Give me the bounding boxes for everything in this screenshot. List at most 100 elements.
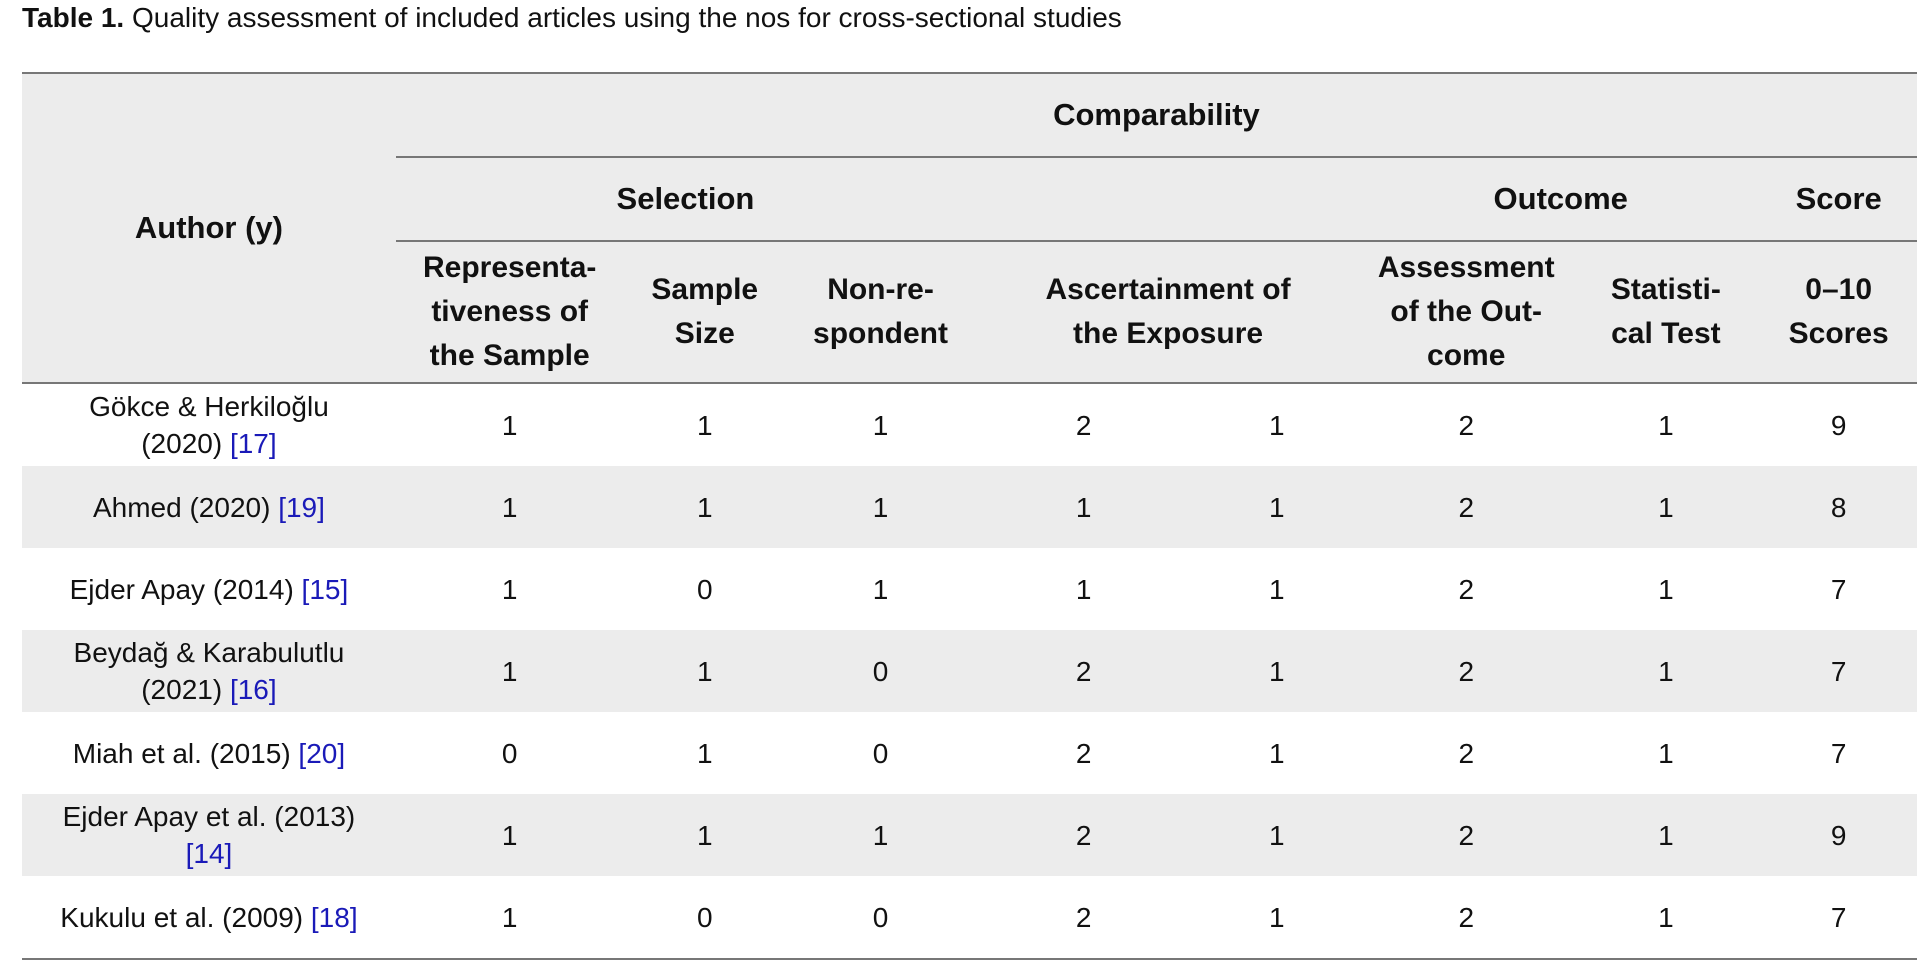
cell-non-respondent: 1 bbox=[872, 409, 889, 441]
header-non-respondent: Non-re-spondent bbox=[786, 240, 975, 384]
author-name: Ejder Apay et al. (2013) bbox=[62, 801, 356, 832]
cell-ascertainment-b: 1 bbox=[1268, 737, 1285, 769]
table-caption: Table 1. Quality assessment of included … bbox=[22, 0, 1122, 36]
cell-representativeness: 1 bbox=[395, 876, 624, 960]
cell-representativeness: 1 bbox=[501, 819, 518, 851]
table-row: Ahmed (2020) [19] 1 1 1 1 1 2 1 8 bbox=[22, 466, 1917, 548]
cell-non-respondent: 0 bbox=[872, 655, 889, 687]
cell-non-respondent: 0 bbox=[872, 737, 889, 769]
author-cell: Miah et al. (2015) [20] bbox=[22, 712, 396, 794]
cell-assessment-outcome: 2 bbox=[1458, 491, 1475, 523]
author-cell: Ejder Apay et al. (2013) [14] bbox=[22, 794, 396, 876]
table-row: Miah et al. (2015) [20] 0 1 0 2 1 2 1 7 bbox=[22, 712, 1917, 794]
cell-ascertainment-a: 2 bbox=[1075, 409, 1092, 441]
cell-score: 8 bbox=[1830, 491, 1847, 523]
author-name: Ahmed (2020) bbox=[92, 491, 271, 523]
reference-link[interactable]: [15] bbox=[301, 573, 349, 605]
header-author: Author (y) bbox=[22, 72, 396, 384]
table-header: Author (y) Comparability Selection Outco… bbox=[22, 72, 1917, 384]
cell-ascertainment-a: 1 bbox=[1075, 573, 1092, 605]
header-ascertainment-exposure: Ascertainment of the Exposure bbox=[975, 240, 1362, 384]
reference-link[interactable]: [17] bbox=[229, 428, 277, 459]
cell-sample-size: 1 bbox=[696, 819, 713, 851]
cell-representativeness: 1 bbox=[501, 491, 518, 523]
cell-ascertainment-a: 2 bbox=[1075, 737, 1092, 769]
header-sample-size: Sample Size bbox=[623, 240, 787, 384]
cell-score: 7 bbox=[1830, 573, 1847, 605]
author-cell: Ahmed (2020) [19] bbox=[22, 466, 396, 548]
cell-non-respondent: 0 bbox=[786, 876, 975, 960]
table-row: Kukulu et al. (2009) [18] 1 0 0 2 1 2 1 … bbox=[22, 876, 1917, 960]
table-row: Gökce & Herkiloğlu (2020) [17] 1 1 1 2 1 … bbox=[22, 383, 1917, 466]
author-name: Kukulu et al. (2009) bbox=[60, 901, 304, 933]
cell-assessment-outcome: 2 bbox=[1458, 573, 1475, 605]
cell-ascertainment-a: 2 bbox=[1075, 655, 1092, 687]
author-cell: Gökce & Herkiloğlu (2020) [17] bbox=[89, 391, 329, 459]
cell-representativeness: 1 bbox=[501, 409, 518, 441]
cell-ascertainment-a: 1 bbox=[1075, 491, 1092, 523]
cell-sample-size: 0 bbox=[696, 573, 713, 605]
cell-non-respondent: 1 bbox=[872, 491, 889, 523]
cell-assessment-outcome: 2 bbox=[1361, 876, 1572, 960]
cell-sample-size: 1 bbox=[696, 655, 713, 687]
cell-statistical-test: 1 bbox=[1658, 737, 1674, 769]
cell-sample-size: 1 bbox=[696, 737, 713, 769]
header-score: Score bbox=[1760, 156, 1917, 241]
cell-score: 9 bbox=[1830, 819, 1847, 851]
header-comparability: Comparability bbox=[395, 72, 1917, 157]
header-assessment-outcome: Assessment of the Out-come bbox=[1361, 240, 1572, 384]
cell-representativeness: 1 bbox=[501, 573, 518, 605]
cell-representativeness: 0 bbox=[501, 737, 518, 769]
cell-statistical-test: 1 bbox=[1658, 819, 1674, 851]
header-statistical-test: Statisti-cal Test bbox=[1571, 240, 1761, 384]
cell-non-respondent: 1 bbox=[872, 819, 889, 851]
cell-non-respondent: 1 bbox=[872, 573, 889, 605]
cell-statistical-test: 1 bbox=[1571, 876, 1761, 960]
cell-assessment-outcome: 2 bbox=[1458, 737, 1475, 769]
cell-sample-size: 0 bbox=[623, 876, 787, 960]
cell-ascertainment-a: 2 bbox=[975, 876, 1193, 960]
cell-ascertainment-b: 1 bbox=[1268, 819, 1285, 851]
cell-score: 9 bbox=[1830, 409, 1847, 441]
cell-representativeness: 1 bbox=[501, 655, 518, 687]
cell-statistical-test: 1 bbox=[1658, 491, 1674, 523]
author-cell: Ejder Apay (2014) [15] bbox=[22, 548, 396, 630]
reference-link[interactable]: [18] bbox=[310, 901, 358, 933]
cell-score: 7 bbox=[1830, 655, 1847, 687]
cell-statistical-test: 1 bbox=[1658, 409, 1674, 441]
header-outcome: Outcome bbox=[1361, 156, 1761, 241]
reference-link[interactable]: [20] bbox=[298, 737, 346, 769]
cell-sample-size: 1 bbox=[696, 409, 713, 441]
cell-ascertainment-b: 1 bbox=[1268, 655, 1285, 687]
table-row: Ejder Apay (2014) [15] 1 0 1 1 1 2 1 7 bbox=[22, 548, 1917, 630]
cell-statistical-test: 1 bbox=[1658, 573, 1674, 605]
header-blank bbox=[975, 156, 1362, 241]
header-selection: Selection bbox=[395, 156, 975, 241]
cell-statistical-test: 1 bbox=[1658, 655, 1674, 687]
table-row: Ejder Apay et al. (2013) [14] 1 1 1 2 1 2… bbox=[22, 794, 1917, 876]
reference-link[interactable]: [16] bbox=[229, 674, 277, 705]
reference-link[interactable]: [19] bbox=[278, 491, 325, 523]
author-cell: Beydağ & Karabulutlu (2021) [16] bbox=[73, 637, 345, 705]
table-caption-text: Quality assessment of included articles … bbox=[124, 2, 1122, 33]
cell-score: 7 bbox=[1830, 737, 1847, 769]
cell-sample-size: 1 bbox=[696, 491, 713, 523]
cell-assessment-outcome: 2 bbox=[1458, 819, 1475, 851]
cell-assessment-outcome: 2 bbox=[1458, 655, 1475, 687]
cell-ascertainment-a: 2 bbox=[1075, 819, 1092, 851]
cell-assessment-outcome: 2 bbox=[1458, 409, 1475, 441]
table-body: Gökce & Herkiloğlu (2020) [17] 1 1 1 2 1 … bbox=[22, 383, 1917, 960]
cell-ascertainment-b: 1 bbox=[1192, 876, 1362, 960]
author-name: Miah et al. (2015) bbox=[72, 737, 291, 769]
author-name: Ejder Apay (2014) bbox=[69, 573, 294, 605]
author-cell: Kukulu et al. (2009) [18] bbox=[22, 876, 396, 960]
cell-ascertainment-b: 1 bbox=[1268, 573, 1285, 605]
cell-ascertainment-b: 1 bbox=[1268, 409, 1285, 441]
reference-link[interactable]: [14] bbox=[185, 838, 233, 869]
cell-ascertainment-b: 1 bbox=[1268, 491, 1285, 523]
quality-assessment-table: Author (y) Comparability Selection Outco… bbox=[22, 72, 1917, 960]
table-caption-label: Table 1. bbox=[22, 2, 125, 33]
table-row: Beydağ & Karabulutlu (2021) [16] 1 1 0 2 … bbox=[22, 630, 1917, 712]
header-representativeness: Representa-tiveness of the Sample bbox=[395, 240, 624, 384]
cell-score: 7 bbox=[1760, 876, 1917, 960]
